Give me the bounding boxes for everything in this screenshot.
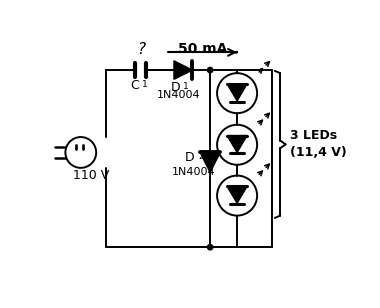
Text: 3 LEDs: 3 LEDs: [290, 129, 337, 142]
Text: 1: 1: [183, 82, 189, 91]
Text: 2: 2: [199, 152, 204, 161]
Text: C: C: [130, 79, 139, 91]
Circle shape: [207, 67, 213, 73]
Polygon shape: [227, 136, 247, 152]
Polygon shape: [174, 61, 192, 79]
Text: 1N4004: 1N4004: [172, 167, 216, 177]
Text: D: D: [184, 151, 194, 164]
Text: 50 mA: 50 mA: [178, 42, 227, 55]
Text: 1: 1: [142, 80, 147, 89]
Text: 110 V: 110 V: [73, 169, 110, 182]
Polygon shape: [227, 186, 247, 203]
Text: 1N4004: 1N4004: [157, 90, 200, 100]
Polygon shape: [227, 84, 247, 101]
Polygon shape: [200, 152, 220, 172]
Circle shape: [207, 245, 213, 250]
Text: D: D: [171, 81, 180, 94]
Text: ?: ?: [137, 42, 145, 57]
Text: (11,4 V): (11,4 V): [290, 146, 347, 159]
